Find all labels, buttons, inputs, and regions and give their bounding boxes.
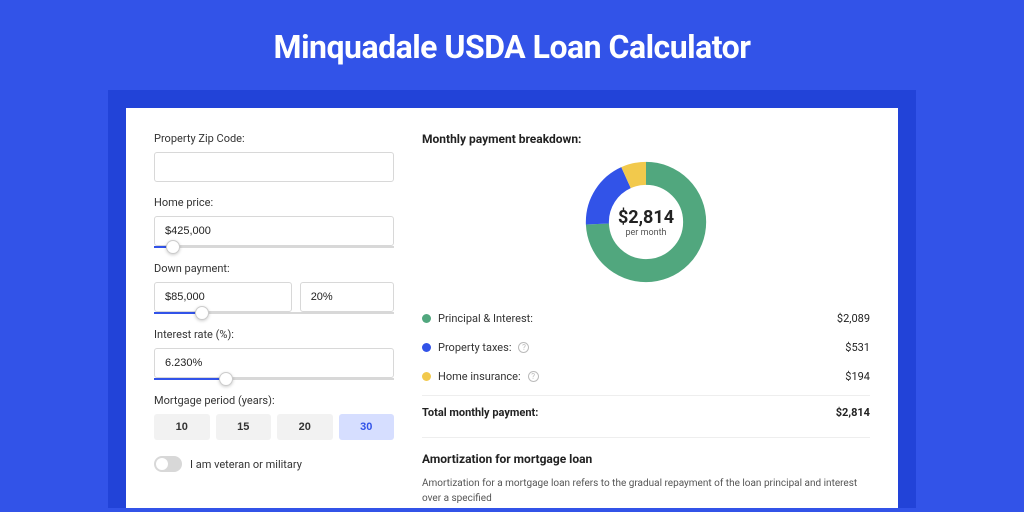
donut-sublabel: per month xyxy=(625,228,666,238)
breakdown-row: Home insurance:? $194 xyxy=(422,362,870,391)
breakdown-column: Monthly payment breakdown: $2,814 per mo… xyxy=(422,132,870,508)
period-btn-10[interactable]: 10 xyxy=(154,414,210,440)
rate-slider[interactable] xyxy=(154,378,394,380)
zip-input[interactable] xyxy=(154,152,394,182)
period-buttons: 10152030 xyxy=(154,414,394,440)
price-slider[interactable] xyxy=(154,246,394,248)
period-label: Mortgage period (years): xyxy=(154,394,394,407)
legend-dot xyxy=(422,314,431,323)
legend-dot xyxy=(422,372,431,381)
breakdown-label: Principal & Interest: xyxy=(438,312,533,325)
info-icon[interactable]: ? xyxy=(518,342,529,353)
donut-center: $2,814 per month xyxy=(582,158,710,286)
page-header: Minquadale USDA Loan Calculator xyxy=(0,0,1024,90)
breakdown-label: Property taxes: xyxy=(438,341,511,354)
legend-dot xyxy=(422,343,431,352)
down-label: Down payment: xyxy=(154,262,394,275)
breakdown-label: Home insurance: xyxy=(438,370,521,383)
zip-label: Property Zip Code: xyxy=(154,132,394,145)
calculator-panel: Property Zip Code: Home price: Down paym… xyxy=(126,108,898,508)
breakdown-value: $531 xyxy=(845,341,870,354)
period-group: Mortgage period (years): 10152030 xyxy=(154,394,394,440)
amortization-section: Amortization for mortgage loan Amortizat… xyxy=(422,437,870,506)
down-slider[interactable] xyxy=(154,312,394,314)
donut-amount: $2,814 xyxy=(618,207,674,228)
donut-chart: $2,814 per month xyxy=(582,158,710,286)
calculator-frame: Property Zip Code: Home price: Down paym… xyxy=(108,90,916,508)
down-amount-input[interactable] xyxy=(154,282,292,312)
info-icon[interactable]: ? xyxy=(528,371,539,382)
period-btn-20[interactable]: 20 xyxy=(277,414,333,440)
total-value: $2,814 xyxy=(836,406,870,419)
total-label: Total monthly payment: xyxy=(422,406,538,419)
breakdown-row: Property taxes:? $531 xyxy=(422,333,870,362)
price-label: Home price: xyxy=(154,196,394,209)
veteran-toggle-knob xyxy=(156,458,168,470)
veteran-label: I am veteran or military xyxy=(190,458,302,471)
rate-input[interactable] xyxy=(154,348,394,378)
breakdown-title: Monthly payment breakdown: xyxy=(422,132,870,146)
price-group: Home price: xyxy=(154,196,394,248)
period-btn-15[interactable]: 15 xyxy=(216,414,272,440)
zip-group: Property Zip Code: xyxy=(154,132,394,182)
price-slider-thumb[interactable] xyxy=(166,240,180,254)
page-title: Minquadale USDA Loan Calculator xyxy=(0,28,1024,66)
down-pct-input[interactable] xyxy=(300,282,394,312)
amortization-text: Amortization for a mortgage loan refers … xyxy=(422,476,870,506)
veteran-toggle[interactable] xyxy=(154,456,182,472)
breakdown-row: Principal & Interest: $2,089 xyxy=(422,304,870,333)
down-group: Down payment: xyxy=(154,262,394,314)
form-column: Property Zip Code: Home price: Down paym… xyxy=(154,132,394,508)
donut-container: $2,814 per month xyxy=(422,158,870,286)
down-slider-thumb[interactable] xyxy=(195,306,209,320)
rate-label: Interest rate (%): xyxy=(154,328,394,341)
breakdown-list: Principal & Interest: $2,089 Property taxe… xyxy=(422,304,870,391)
breakdown-total-row: Total monthly payment: $2,814 xyxy=(422,395,870,429)
breakdown-value: $194 xyxy=(845,370,870,383)
amortization-title: Amortization for mortgage loan xyxy=(422,452,870,466)
rate-slider-thumb[interactable] xyxy=(219,372,233,386)
rate-group: Interest rate (%): xyxy=(154,328,394,380)
veteran-row: I am veteran or military xyxy=(154,456,394,472)
period-btn-30[interactable]: 30 xyxy=(339,414,395,440)
price-input[interactable] xyxy=(154,216,394,246)
breakdown-value: $2,089 xyxy=(837,312,870,325)
